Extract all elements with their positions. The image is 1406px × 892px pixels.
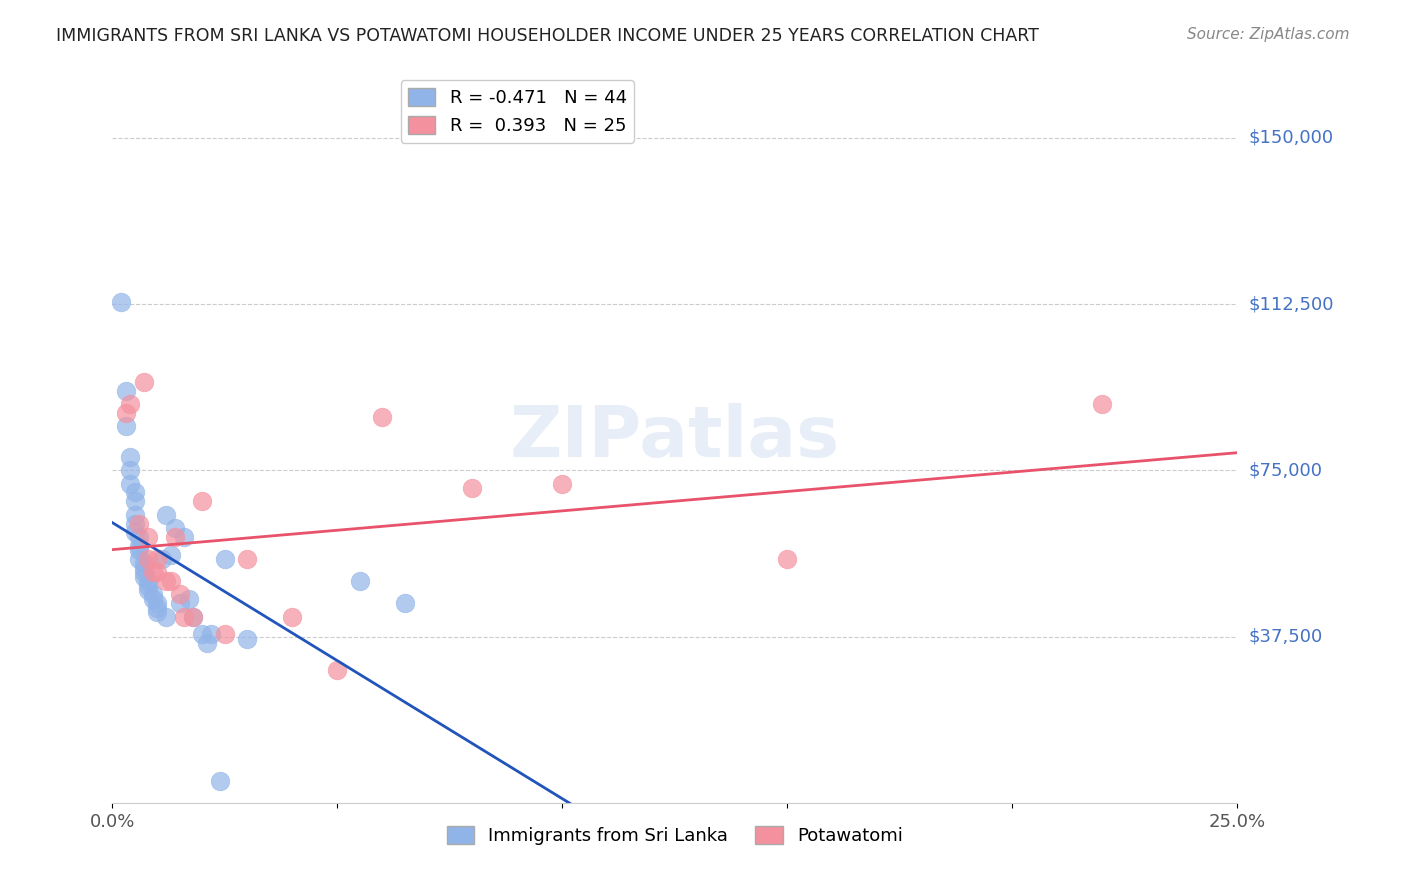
Point xyxy=(173,530,195,544)
Point xyxy=(115,384,138,398)
Point xyxy=(142,587,165,601)
Point xyxy=(195,636,218,650)
Point xyxy=(281,609,304,624)
Point xyxy=(128,516,150,531)
Point xyxy=(138,578,160,592)
Point xyxy=(209,773,232,788)
Point xyxy=(371,410,394,425)
Point xyxy=(120,450,142,464)
Point xyxy=(124,508,146,522)
Text: Source: ZipAtlas.com: Source: ZipAtlas.com xyxy=(1187,27,1350,42)
Point xyxy=(146,552,169,566)
Point xyxy=(146,605,169,619)
Point xyxy=(146,600,169,615)
Legend: Immigrants from Sri Lanka, Potawatomi: Immigrants from Sri Lanka, Potawatomi xyxy=(440,819,910,852)
Point xyxy=(138,530,160,544)
Point xyxy=(124,525,146,540)
Point xyxy=(160,574,183,589)
Point xyxy=(138,552,160,566)
Point xyxy=(120,476,142,491)
Point xyxy=(132,566,155,580)
Text: $150,000: $150,000 xyxy=(1249,128,1333,147)
Point xyxy=(128,543,150,558)
Point xyxy=(173,609,195,624)
Point xyxy=(138,574,160,589)
Point xyxy=(128,530,150,544)
Text: ZIPatlas: ZIPatlas xyxy=(510,402,839,472)
Point xyxy=(461,481,484,495)
Point xyxy=(128,552,150,566)
Point xyxy=(132,561,155,575)
Point xyxy=(169,587,191,601)
Point xyxy=(115,406,138,420)
Point xyxy=(183,609,205,624)
Point xyxy=(120,397,142,411)
Point xyxy=(160,548,183,562)
Point xyxy=(200,627,222,641)
Point xyxy=(165,521,187,535)
Point xyxy=(349,574,371,589)
Point xyxy=(214,627,236,641)
Text: IMMIGRANTS FROM SRI LANKA VS POTAWATOMI HOUSEHOLDER INCOME UNDER 25 YEARS CORREL: IMMIGRANTS FROM SRI LANKA VS POTAWATOMI … xyxy=(56,27,1039,45)
Point xyxy=(142,591,165,606)
Point xyxy=(150,552,173,566)
Point xyxy=(124,494,146,508)
Point xyxy=(191,494,214,508)
Point xyxy=(128,539,150,553)
Point xyxy=(138,582,160,597)
Point xyxy=(776,552,799,566)
Point xyxy=(551,476,574,491)
Point xyxy=(214,552,236,566)
Point xyxy=(146,566,169,580)
Text: $75,000: $75,000 xyxy=(1249,461,1323,479)
Point xyxy=(124,485,146,500)
Point xyxy=(169,596,191,610)
Point xyxy=(177,591,200,606)
Point xyxy=(155,609,177,624)
Point xyxy=(236,552,259,566)
Point xyxy=(165,530,187,544)
Point xyxy=(132,375,155,389)
Point xyxy=(115,419,138,434)
Point xyxy=(132,570,155,584)
Point xyxy=(1091,397,1114,411)
Point xyxy=(124,516,146,531)
Point xyxy=(191,627,214,641)
Point xyxy=(110,294,132,309)
Point xyxy=(142,566,165,580)
Point xyxy=(326,663,349,677)
Point xyxy=(155,574,177,589)
Point xyxy=(132,557,155,571)
Point xyxy=(183,609,205,624)
Point xyxy=(236,632,259,646)
Point xyxy=(155,508,177,522)
Text: $112,500: $112,500 xyxy=(1249,295,1334,313)
Point xyxy=(146,596,169,610)
Text: $37,500: $37,500 xyxy=(1249,628,1323,646)
Point xyxy=(394,596,416,610)
Point xyxy=(120,463,142,477)
